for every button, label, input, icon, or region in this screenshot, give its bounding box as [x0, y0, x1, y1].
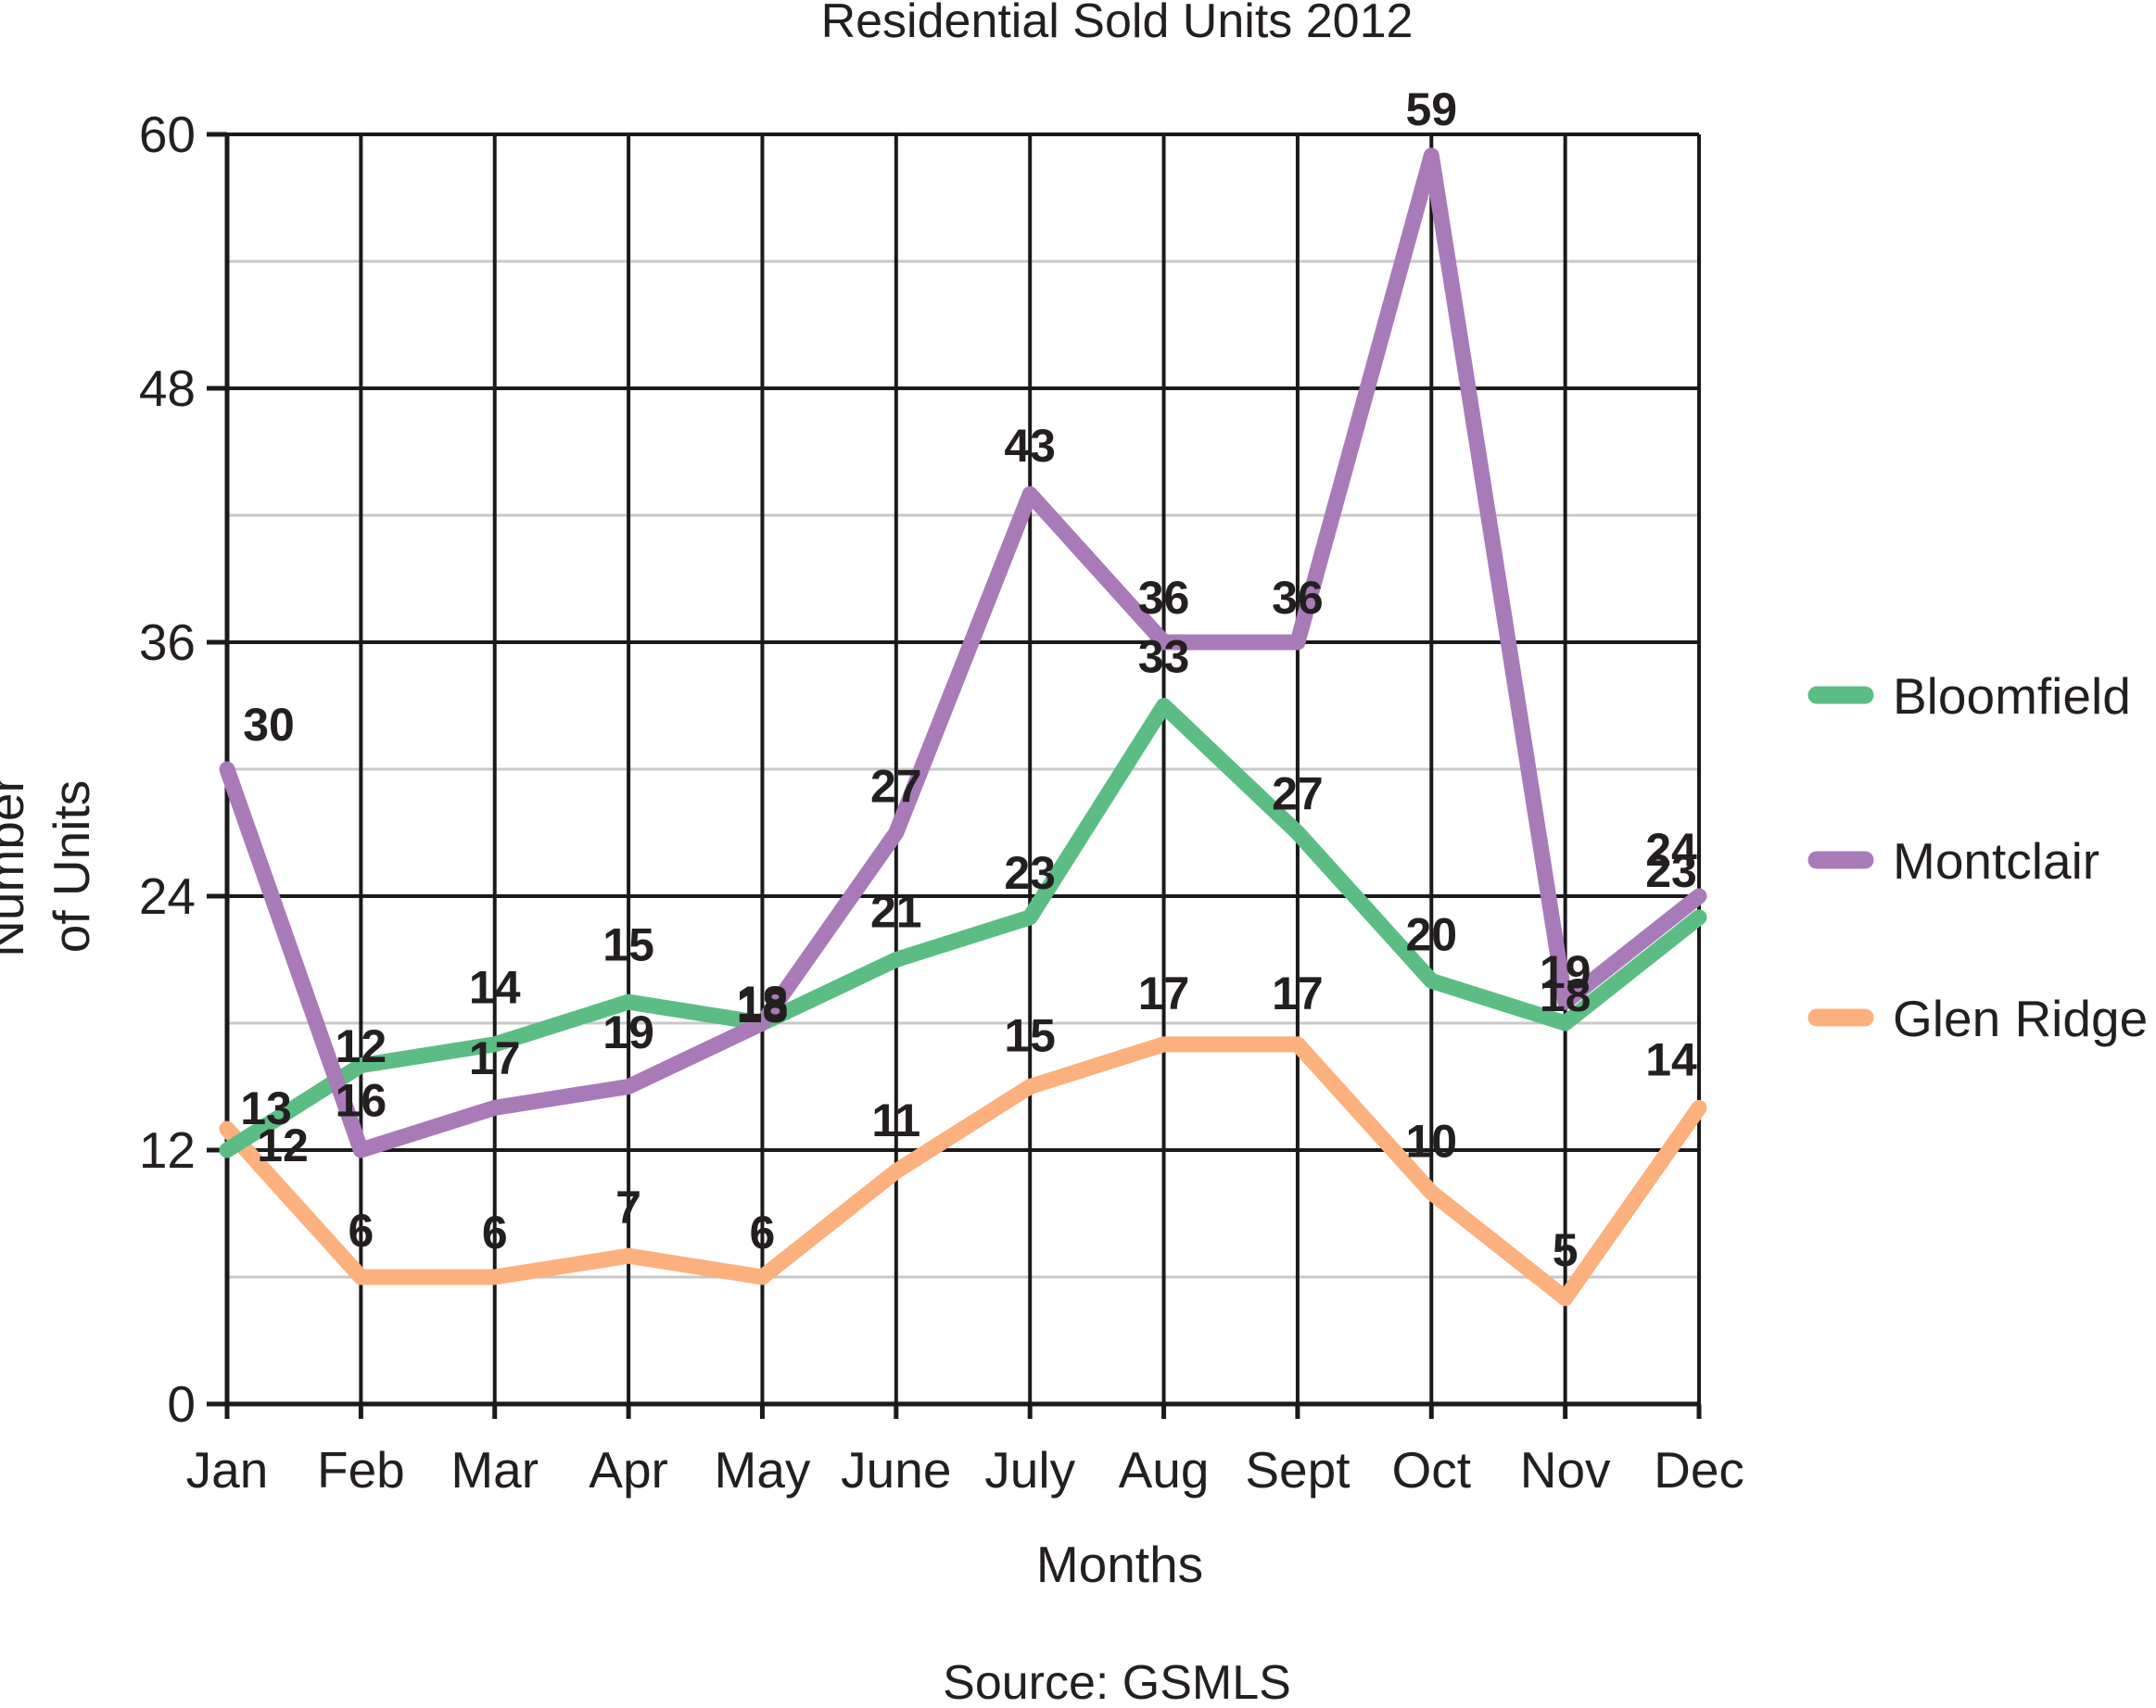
data-label-montclair: 12 — [336, 1020, 387, 1072]
data-label-bloomfield: 18 — [1540, 969, 1592, 1021]
x-axis-ticks: Jan Feb Mar Apr May June July Aug Sept Oct Nov Dec — [186, 1441, 1744, 1499]
y-axis-title-line-1: Number — [0, 776, 34, 957]
data-label-glen-ridge: 11 — [871, 1094, 920, 1146]
data-label-montclair: 43 — [1004, 420, 1056, 472]
x-tick-label: June — [841, 1441, 951, 1499]
data-label-glen-ridge: 13 — [240, 1082, 292, 1134]
data-label-montclair: 30 — [243, 699, 295, 751]
data-label-glen-ridge: 10 — [1405, 1116, 1457, 1168]
data-label-bloomfield: 27 — [1272, 768, 1324, 820]
data-label-bloomfield: 18 — [737, 977, 789, 1029]
grid — [225, 133, 1701, 1406]
data-label-montclair: 27 — [870, 761, 922, 813]
legend-label-glen-ridge: Glen Ridge — [1893, 990, 2148, 1047]
data-label-bloomfield: 23 — [1645, 845, 1697, 897]
y-axis-title-line-2: of Units — [43, 780, 100, 953]
x-tick-label: Feb — [317, 1441, 405, 1499]
data-label-bloomfield: 23 — [1004, 847, 1056, 899]
source-note: Source: GSMLS — [943, 1656, 1291, 1708]
data-label-glen-ridge: 14 — [1645, 1033, 1697, 1085]
data-label-glen-ridge: 6 — [482, 1207, 508, 1259]
data-label-bloomfield: 16 — [336, 1075, 387, 1127]
series-line-montclair — [219, 147, 1707, 1158]
y-tick-label: 24 — [139, 867, 196, 925]
data-label-glen-ridge: 7 — [615, 1182, 641, 1234]
x-tick-label: Mar — [450, 1441, 539, 1499]
data-label-glen-ridge: 15 — [1004, 1010, 1056, 1062]
data-label-montclair: 59 — [1405, 83, 1457, 135]
data-label-glen-ridge: 6 — [750, 1207, 776, 1259]
x-axis-title: Months — [1036, 1536, 1203, 1593]
data-label-bloomfield: 21 — [870, 886, 922, 938]
x-tick-label: May — [715, 1441, 811, 1499]
data-label-montclair: 14 — [469, 961, 521, 1013]
legend-label-montclair: Montclair — [1893, 832, 2099, 890]
y-tick-label: 36 — [139, 614, 196, 671]
legend: Bloomfield Montclair Glen Ridge — [1807, 667, 2148, 1047]
data-label-montclair: 36 — [1138, 572, 1190, 624]
series-line-glen-ridge — [219, 1036, 1707, 1307]
series-lines — [219, 147, 1707, 1307]
data-label-bloomfield: 19 — [602, 1006, 654, 1058]
data-label-montclair: 19 — [1540, 946, 1592, 998]
data-label-bloomfield: 17 — [469, 1032, 521, 1084]
data-label-montclair: 18 — [737, 981, 789, 1032]
y-tick-label: 0 — [167, 1375, 196, 1433]
data-label-montclair: 24 — [1645, 824, 1697, 876]
series-line-bloomfield — [219, 698, 1707, 1158]
data-label-glen-ridge: 5 — [1553, 1224, 1579, 1276]
data-label-glen-ridge: 6 — [348, 1205, 374, 1257]
legend-label-bloomfield: Bloomfield — [1893, 667, 2131, 725]
data-label-glen-ridge: 17 — [1272, 968, 1324, 1019]
y-tick-label: 60 — [139, 106, 196, 163]
data-label-montclair: 36 — [1272, 572, 1324, 624]
data-label-bloomfield: 12 — [257, 1120, 309, 1171]
y-tick-label: 48 — [139, 360, 196, 417]
x-tick-label: Apr — [589, 1441, 668, 1499]
x-tick-label: Nov — [1520, 1441, 1611, 1499]
x-tick-label: Sept — [1245, 1441, 1350, 1499]
x-tick-label: Oct — [1391, 1441, 1471, 1499]
x-tick-label: Dec — [1654, 1441, 1744, 1499]
data-label-glen-ridge: 17 — [1138, 968, 1190, 1019]
chart-title: Residential Sold Units 2012 — [821, 0, 1414, 48]
data-label-bloomfield: 33 — [1138, 631, 1190, 683]
x-tick-label: Aug — [1119, 1441, 1210, 1499]
x-tick-label: July — [984, 1441, 1075, 1499]
x-tick-label: Jan — [186, 1441, 269, 1499]
y-tick-label: 12 — [139, 1121, 196, 1179]
data-label-montclair: 15 — [602, 919, 654, 971]
data-label-bloomfield: 20 — [1405, 908, 1457, 960]
y-axis-ticks: 0 12 24 36 48 60 — [139, 106, 196, 1433]
